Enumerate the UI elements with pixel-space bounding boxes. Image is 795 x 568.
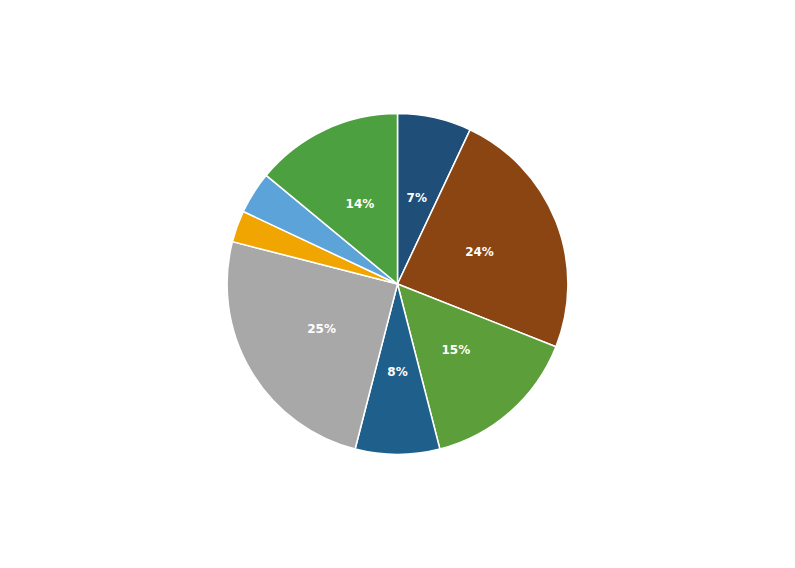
svg-text:7%: 7% — [407, 191, 427, 205]
svg-text:14%: 14% — [346, 197, 375, 211]
svg-text:15%: 15% — [441, 343, 470, 357]
svg-text:25%: 25% — [307, 322, 336, 336]
svg-text:8%: 8% — [387, 365, 407, 379]
svg-text:24%: 24% — [465, 245, 494, 259]
